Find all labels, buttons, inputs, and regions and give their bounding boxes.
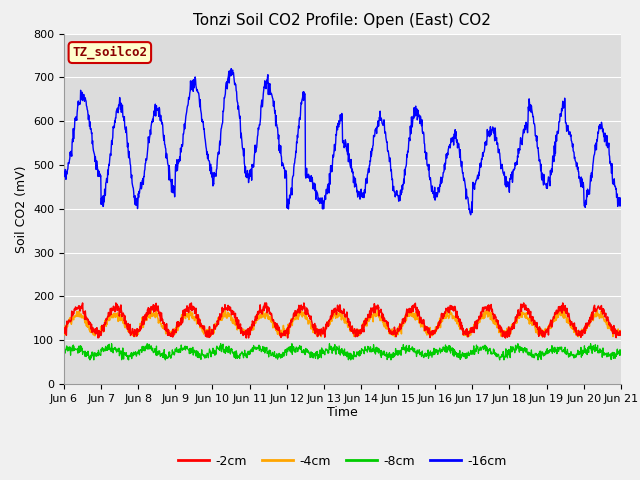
Legend: -2cm, -4cm, -8cm, -16cm: -2cm, -4cm, -8cm, -16cm bbox=[173, 450, 512, 473]
X-axis label: Time: Time bbox=[327, 407, 358, 420]
Y-axis label: Soil CO2 (mV): Soil CO2 (mV) bbox=[15, 165, 28, 252]
Title: Tonzi Soil CO2 Profile: Open (East) CO2: Tonzi Soil CO2 Profile: Open (East) CO2 bbox=[193, 13, 492, 28]
Text: TZ_soilco2: TZ_soilco2 bbox=[72, 46, 147, 59]
